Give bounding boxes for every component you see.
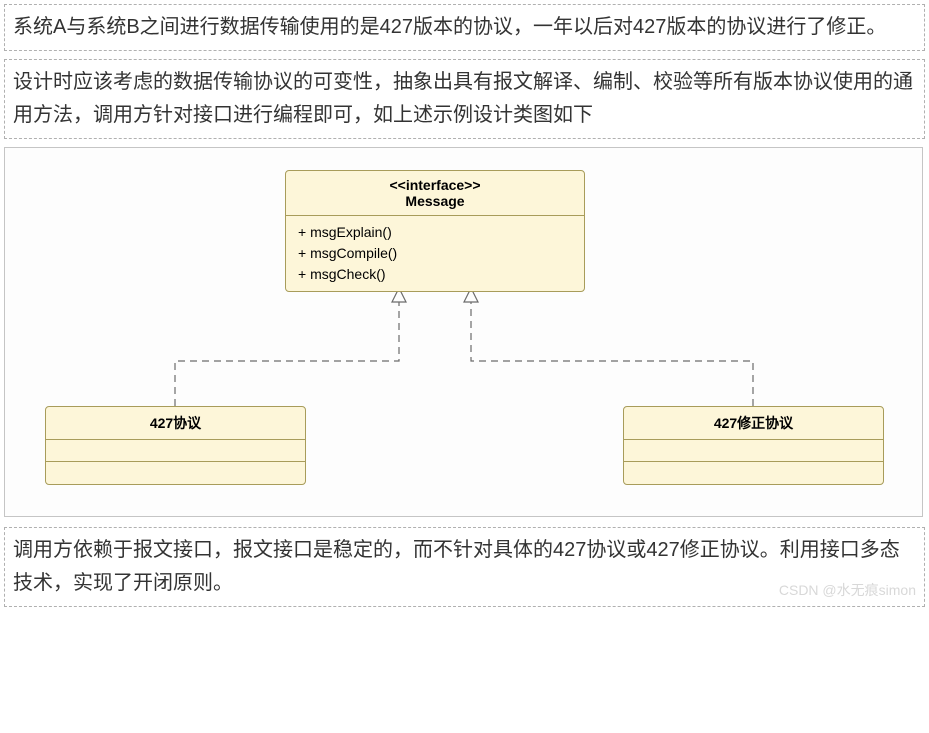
uml-class-427fix: 427修正协议 <box>623 406 884 485</box>
uml-method: + msgExplain() <box>298 222 572 243</box>
uml-interface-message: <<interface>> Message + msgExplain() + m… <box>285 170 585 292</box>
uml-method: + msgCompile() <box>298 243 572 264</box>
uml-interface-methods: + msgExplain() + msgCompile() + msgCheck… <box>286 216 584 291</box>
paragraph-3-wrapper: 调用方依赖于报文接口，报文接口是稳定的，而不针对具体的427协议或427修正协议… <box>4 527 925 607</box>
uml-empty-compartment <box>46 462 305 484</box>
uml-class-diagram: <<interface>> Message + msgExplain() + m… <box>4 147 923 517</box>
uml-method: + msgCheck() <box>298 264 572 285</box>
uml-interface-name: Message <box>296 193 574 209</box>
uml-class-427-name: 427协议 <box>46 407 305 440</box>
uml-interface-header: <<interface>> Message <box>286 171 584 216</box>
uml-empty-compartment <box>624 462 883 484</box>
uml-stereotype: <<interface>> <box>296 177 574 193</box>
paragraph-3: 调用方依赖于报文接口，报文接口是稳定的，而不针对具体的427协议或427修正协议… <box>13 539 900 594</box>
uml-empty-compartment <box>46 440 305 462</box>
edge-427-to-message <box>175 296 399 406</box>
uml-empty-compartment <box>624 440 883 462</box>
watermark: CSDN @水无痕simon <box>779 579 916 602</box>
edge-427fix-to-message <box>471 296 753 406</box>
paragraph-2: 设计时应该考虑的数据传输协议的可变性，抽象出具有报文解译、编制、校验等所有版本协… <box>4 59 925 139</box>
paragraph-1: 系统A与系统B之间进行数据传输使用的是427版本的协议，一年以后对427版本的协… <box>4 4 925 51</box>
uml-class-427fix-name: 427修正协议 <box>624 407 883 440</box>
uml-class-427: 427协议 <box>45 406 306 485</box>
